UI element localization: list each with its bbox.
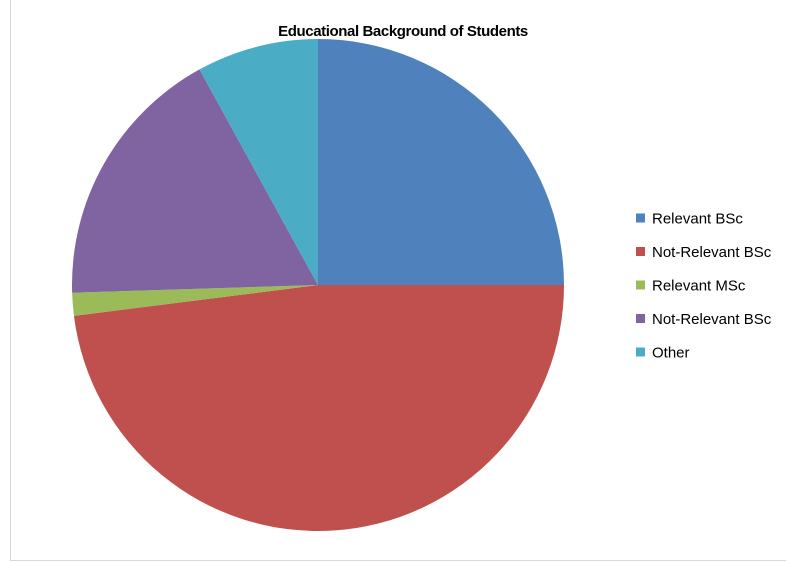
- legend-swatch: [636, 247, 645, 256]
- legend-swatch: [636, 314, 645, 323]
- pie-slices: [71, 39, 564, 531]
- pie-slice-4: [71, 69, 318, 293]
- chart-title: Educational Background of Students: [278, 23, 528, 40]
- pie-slice-3: [72, 285, 319, 316]
- legend-label: Not-Relevant BSc: [652, 244, 772, 261]
- legend-label: Relevant BSc: [652, 211, 743, 228]
- legend-entry-4: Not-Relevant BSc: [636, 311, 772, 328]
- legend-label: Other: [652, 345, 690, 362]
- legend-swatch: [636, 280, 645, 290]
- legend-swatch: [636, 347, 645, 357]
- legend-entry-1: Relevant BSc: [636, 211, 743, 228]
- pie-slice-1: [318, 39, 564, 285]
- legend: Relevant BSc Not-Relevant BSc Relevant MSc…: [636, 211, 772, 362]
- pie-slice-2: [73, 285, 564, 531]
- pie-slice-5: [199, 39, 318, 285]
- legend-entry-2: Not-Relevant BSc: [636, 244, 772, 261]
- legend-entry-5: Other: [636, 345, 690, 362]
- legend-swatch: [636, 213, 645, 223]
- legend-label: Not-Relevant BSc: [652, 311, 772, 328]
- legend-entry-3: Relevant MSc: [636, 278, 746, 295]
- legend-label: Relevant MSc: [652, 278, 746, 295]
